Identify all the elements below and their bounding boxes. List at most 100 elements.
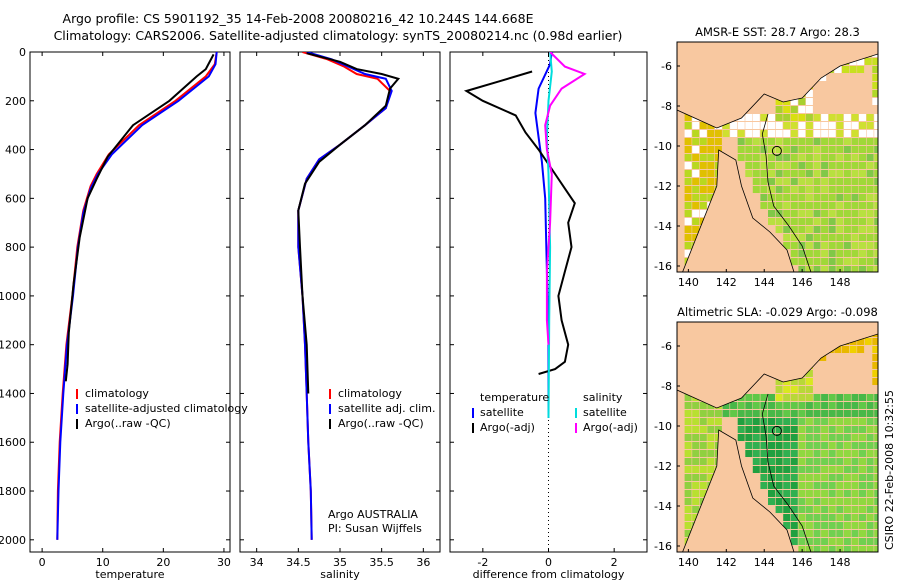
sea-cell <box>707 410 715 417</box>
x-axis-label: temperature <box>95 568 164 580</box>
sea-cell <box>874 410 878 417</box>
sea-cell <box>813 394 821 401</box>
sea-cell <box>783 114 791 121</box>
sea-cell <box>745 122 753 129</box>
sea-cell <box>775 146 783 153</box>
sea-cell <box>805 410 813 417</box>
sea-cell <box>737 146 745 153</box>
y-tick-label: 0 <box>19 46 26 59</box>
sea-cell <box>836 482 844 489</box>
sea-cell <box>828 498 836 505</box>
sea-cell <box>851 266 859 272</box>
sea-cell <box>745 434 753 441</box>
sea-cell <box>798 258 806 265</box>
sea-cell <box>821 162 829 169</box>
sea-cell <box>843 130 851 137</box>
sea-cell <box>790 202 798 209</box>
sea-cell <box>872 58 878 65</box>
sea-cell <box>760 402 768 409</box>
sea-cell <box>866 138 874 145</box>
sea-cell <box>851 466 859 473</box>
sea-cell <box>768 186 775 193</box>
sea-cell <box>790 394 798 401</box>
x-tick-label: 30 <box>217 556 231 569</box>
sea-cell <box>874 394 878 401</box>
sea-cell <box>805 242 813 249</box>
series-line <box>56 52 218 540</box>
sea-cell <box>692 194 700 201</box>
sea-cell <box>859 242 866 249</box>
sea-cell <box>805 210 813 217</box>
sea-cell <box>836 522 844 529</box>
series-line <box>297 52 392 540</box>
sea-cell <box>768 114 775 121</box>
y-tick-label: -12 <box>654 460 672 473</box>
sea-cell <box>851 130 859 137</box>
sea-cell <box>813 434 821 441</box>
sea-cell <box>790 410 798 417</box>
y-tick-label: -10 <box>654 140 672 153</box>
sea-cell <box>836 242 844 249</box>
y-tick-label: 1400 <box>0 387 26 400</box>
sea-cell <box>813 242 821 249</box>
x-tick-label: 140 <box>678 276 699 289</box>
sea-cell <box>866 130 874 137</box>
sea-cell <box>730 410 738 417</box>
sea-cell <box>874 514 878 521</box>
sea-cell <box>821 418 829 425</box>
sea-cell <box>866 258 874 265</box>
sea-cell <box>692 234 700 241</box>
y-tick-label: -6 <box>661 340 672 353</box>
sea-cell <box>760 162 768 169</box>
sea-cell <box>752 394 760 401</box>
sea-cell <box>783 394 791 401</box>
sea-cell <box>768 418 775 425</box>
sea-cell <box>745 154 753 161</box>
sea-cell <box>737 122 745 129</box>
sea-cell <box>798 178 806 185</box>
argo-float-marker <box>771 145 782 156</box>
sea-cell <box>699 426 707 433</box>
sea-cell <box>798 250 806 257</box>
sea-cell <box>828 434 836 441</box>
sea-cell <box>866 178 874 185</box>
sea-cell <box>745 162 753 169</box>
sea-cell <box>813 458 821 465</box>
sea-cell <box>783 490 791 497</box>
sea-cell <box>843 434 851 441</box>
sea-cell <box>866 266 874 272</box>
sea-cell <box>699 178 707 185</box>
sea-cell <box>805 466 813 473</box>
sea-cell <box>866 506 874 513</box>
sea-cell <box>699 410 707 417</box>
x-tick-label: 10 <box>96 556 110 569</box>
sea-cell <box>843 218 851 225</box>
sea-cell <box>775 394 783 401</box>
sea-cell <box>768 482 775 489</box>
sea-cell <box>851 530 859 537</box>
sea-cell <box>790 106 798 113</box>
sea-cell <box>805 226 813 233</box>
x-tick-label: 140 <box>678 556 699 569</box>
sea-cell <box>790 194 798 201</box>
sea-cell <box>760 458 768 465</box>
sea-cell <box>798 538 806 545</box>
sea-cell <box>813 202 821 209</box>
sea-cell <box>760 434 768 441</box>
title-line-1: Argo profile: CS 5901192_35 14-Feb-2008 … <box>63 11 534 26</box>
sea-cell <box>813 234 821 241</box>
sea-cell <box>851 498 859 505</box>
sea-cell <box>790 130 798 137</box>
sea-cell <box>798 130 806 137</box>
sea-cell <box>849 66 857 73</box>
sea-cell <box>851 522 859 529</box>
sea-cell <box>849 346 857 353</box>
sea-cell <box>760 186 768 193</box>
sea-cell <box>859 466 866 473</box>
sea-cell <box>828 130 836 137</box>
sea-cell <box>783 442 791 449</box>
sea-cell <box>790 378 798 385</box>
sea-cell <box>866 194 874 201</box>
sea-cell <box>859 146 866 153</box>
